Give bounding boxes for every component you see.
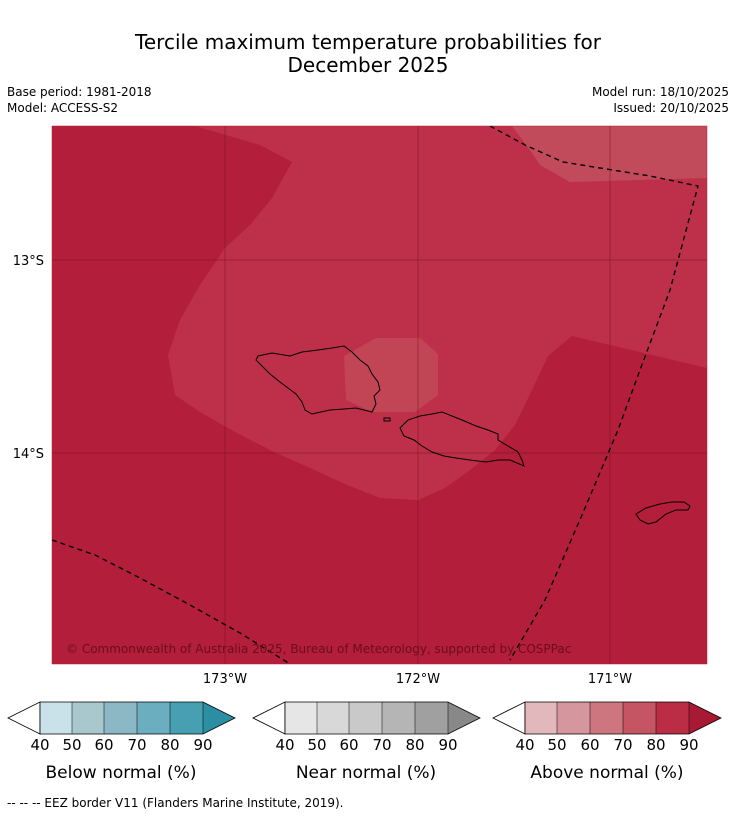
lat-label-13s: 13°S	[13, 254, 44, 269]
meta-left: Base period: 1981-2018 Model: ACCESS-S2	[7, 84, 152, 116]
legend-near-label: Near normal (%)	[296, 763, 436, 783]
legend-near-tick-40: 40	[275, 736, 294, 754]
legend-below-swatch-4	[137, 702, 170, 734]
legend-below: 40 50 60 70 80 90 Below normal (%)	[7, 701, 236, 783]
eez-footnote: -- -- -- EEZ border V11 (Flanders Marine…	[7, 796, 344, 810]
legend-below-label: Below normal (%)	[46, 763, 197, 783]
legend-below-tick-50: 50	[62, 736, 81, 754]
model-run-text: Model run: 18/10/2025	[591, 85, 729, 99]
prob-region-60-70-island	[344, 338, 438, 412]
legend-near-tick-50: 50	[307, 736, 326, 754]
legend-near-swatch-4	[382, 702, 415, 734]
legend-above-swatch-5	[656, 702, 689, 734]
tutuila-island	[635, 501, 691, 525]
legend-below-tick-40: 40	[30, 736, 49, 754]
legend-above-tick-60: 60	[580, 736, 599, 754]
legend-above-min-arrow	[492, 701, 526, 735]
savaii-island	[255, 345, 381, 415]
lon-label-172w: 172°W	[396, 672, 440, 687]
legend-near-swatch-3	[349, 702, 382, 734]
legend-near: 40 50 60 70 80 90 Near normal (%)	[252, 701, 481, 783]
legend-above-tick-50: 50	[547, 736, 566, 754]
legend-above-max-arrow	[689, 702, 721, 734]
copyright-text: © Commonwealth of Australia 2025, Bureau…	[66, 642, 571, 656]
legend-above-tick-70: 70	[613, 736, 632, 754]
issued-text: Issued: 20/10/2025	[613, 101, 729, 115]
title-line-1: Tercile maximum temperature probabilitie…	[135, 30, 601, 54]
legend-below-swatch-3	[104, 702, 137, 734]
legend-near-tick-80: 80	[405, 736, 424, 754]
legend-above-swatch-4	[623, 702, 657, 734]
legend-above-swatch-1	[525, 702, 558, 734]
legend-below-swatch-5	[170, 702, 203, 734]
map-area[interactable]: © Commonwealth of Australia 2025, Bureau…	[52, 126, 707, 664]
map-frame	[51, 125, 708, 665]
legend-near-swatch-5	[415, 702, 448, 734]
legend-above-tick-40: 40	[515, 736, 534, 754]
legend-above-swatch-2	[557, 702, 591, 734]
legend-near-tick-70: 70	[372, 736, 391, 754]
model-text: Model: ACCESS-S2	[7, 101, 119, 115]
legend-near-tick-90: 90	[438, 736, 457, 754]
upolu-island	[399, 411, 525, 467]
graticule	[52, 126, 707, 664]
legend-near-tick-60: 60	[339, 736, 358, 754]
eez-border	[52, 126, 699, 664]
prob-region-70-80	[168, 126, 707, 500]
legend-above-tick-90: 90	[679, 736, 698, 754]
legend-below-tick-60: 60	[94, 736, 113, 754]
legend-above: 40 50 60 70 80 90 Above normal (%)	[492, 701, 722, 783]
base-period-text: Base period: 1981-2018	[7, 85, 152, 99]
legend-below-swatch-1	[40, 702, 73, 734]
legend-below-min-arrow	[7, 701, 41, 735]
lon-label-171w: 171°W	[588, 672, 632, 687]
legend-near-min-arrow	[252, 701, 286, 735]
meta-right: Model run: 18/10/2025 Issued: 20/10/2025	[592, 84, 729, 116]
axis-labels: 13°S 14°S 173°W 172°W 171°W	[13, 254, 633, 687]
legend-above-tick-80: 80	[646, 736, 665, 754]
lon-label-173w: 173°W	[203, 672, 247, 687]
legend-below-max-arrow	[203, 702, 235, 734]
chart-title: Tercile maximum temperature probabilitie…	[0, 31, 736, 77]
prob-region-60-70-ne	[512, 126, 707, 182]
title-line-2: December 2025	[287, 53, 449, 77]
legend-above-swatch-3	[590, 702, 624, 734]
islands	[255, 345, 691, 525]
legend-below-swatch-2	[72, 702, 105, 734]
lat-label-14s: 14°S	[13, 447, 44, 462]
legend-near-swatch-2	[317, 702, 350, 734]
legend-below-tick-90: 90	[193, 736, 212, 754]
legend-near-max-arrow	[448, 702, 480, 734]
legend-near-swatch-1	[285, 702, 318, 734]
legend-below-tick-70: 70	[127, 736, 146, 754]
legend-above-label: Above normal (%)	[530, 763, 683, 783]
legend-below-tick-80: 80	[160, 736, 179, 754]
manono-islet	[383, 417, 391, 422]
